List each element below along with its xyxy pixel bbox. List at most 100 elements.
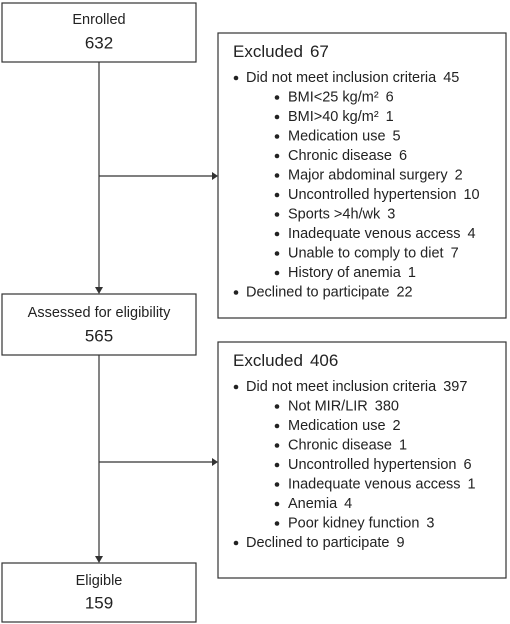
excluded-header-label: Excluded — [233, 42, 303, 61]
sub-criterion-label: Sports >4h/wk — [288, 206, 381, 222]
sub-criterion-count: 4 — [468, 226, 476, 242]
sub-criterion: Sports >4h/wk 3 — [288, 206, 395, 222]
excluded-header: Excluded 406 — [233, 351, 338, 370]
sub-criterion-count: 7 — [451, 245, 459, 261]
sub-criterion-label: History of anemia — [288, 265, 402, 281]
bullet — [274, 501, 280, 507]
criterion-label: Declined to participate — [246, 535, 389, 551]
sub-criterion-label: Not MIR/LIR — [288, 398, 368, 414]
criterion-count: 9 — [396, 535, 404, 551]
arrow-head — [212, 458, 218, 466]
sub-criterion-count: 6 — [463, 457, 471, 473]
bullet — [274, 251, 280, 256]
box-label: Eligible — [76, 573, 123, 589]
excluded-header-label: Excluded — [233, 351, 303, 370]
criterion-count: 397 — [443, 379, 467, 395]
excluded-box-2 — [217, 341, 507, 579]
criterion: Did not meet inclusion criteria 397 — [246, 379, 467, 395]
sub-criterion: Uncontrolled hypertension 10 — [288, 187, 480, 203]
criterion-count: 45 — [443, 70, 459, 86]
sub-criterion-label: Chronic disease — [288, 437, 392, 453]
sub-criterion: Uncontrolled hypertension 6 — [288, 457, 472, 473]
sub-criterion-count: 4 — [344, 496, 352, 512]
sub-criterion: Inadequate venous access 1 — [288, 476, 476, 492]
bullet — [233, 290, 239, 295]
box-label: Enrolled — [72, 12, 125, 28]
sub-criterion-label: Medication use — [288, 128, 386, 144]
sub-criterion: Medication use 2 — [288, 418, 401, 434]
bullet — [274, 521, 280, 526]
assessed-box — [1, 293, 197, 356]
sub-criterion-label: Medication use — [288, 418, 386, 434]
sub-criterion: Inadequate venous access 4 — [288, 226, 476, 242]
enrolled-box — [1, 2, 197, 63]
sub-criterion: Anemia 4 — [288, 496, 352, 512]
sub-criterion-count: 10 — [463, 187, 479, 203]
sub-criterion: Not MIR/LIR 380 — [288, 398, 399, 414]
sub-criterion-label: Inadequate venous access — [288, 476, 461, 492]
criterion: Declined to participate 9 — [246, 535, 405, 551]
sub-criterion-count: 3 — [387, 206, 395, 222]
bullet — [233, 384, 239, 390]
bullet — [274, 95, 280, 100]
bullet — [274, 443, 280, 448]
sub-criterion: Unable to comply to diet 7 — [288, 245, 459, 261]
sub-criterion-label: Inadequate venous access — [288, 226, 461, 242]
arrow-head — [95, 556, 103, 563]
bullet — [274, 114, 280, 120]
arrow-head — [95, 287, 103, 294]
criterion-label: Did not meet inclusion criteria — [246, 379, 437, 395]
bullet — [274, 134, 280, 139]
criterion: Did not meet inclusion criteria 45 — [246, 70, 459, 86]
sub-criterion-label: Poor kidney function — [288, 515, 419, 531]
box-count: 565 — [85, 326, 113, 345]
sub-criterion: BMI>40 kg/m² 1 — [288, 109, 394, 125]
bullet — [274, 423, 280, 429]
sub-criterion-count: 1 — [468, 476, 476, 492]
sub-criterion-label: Anemia — [288, 496, 338, 512]
sub-criterion-count: 2 — [455, 167, 463, 183]
sub-criterion-count: 5 — [393, 128, 401, 144]
box-count: 632 — [85, 33, 113, 52]
sub-criterion: Medication use 5 — [288, 128, 401, 144]
criterion: Declined to participate 22 — [246, 284, 413, 300]
sub-criterion-label: Unable to comply to diet — [288, 245, 444, 261]
bullet — [233, 75, 239, 81]
excluded-header-count: 406 — [310, 351, 338, 370]
sub-criterion: Poor kidney function 3 — [288, 515, 434, 531]
sub-criterion-label: Chronic disease — [288, 148, 392, 164]
eligible-box — [1, 562, 197, 623]
bullet — [274, 173, 280, 178]
sub-criterion-count: 6 — [399, 148, 407, 164]
box-label: Assessed for eligibility — [28, 305, 171, 321]
criterion-count: 22 — [396, 284, 412, 300]
box-count: 159 — [85, 593, 113, 612]
excluded-header-count: 67 — [310, 42, 329, 61]
sub-criterion: Major abdominal surgery 2 — [288, 167, 463, 183]
sub-criterion: Chronic disease 6 — [288, 148, 407, 164]
sub-criterion-count: 1 — [408, 265, 416, 281]
sub-criterion-count: 3 — [426, 515, 434, 531]
sub-criterion-label: Major abdominal surgery — [288, 167, 448, 183]
criterion-label: Did not meet inclusion criteria — [246, 70, 437, 86]
sub-criterion: BMI<25 kg/m² 6 — [288, 89, 394, 105]
sub-criterion-count: 380 — [375, 398, 399, 414]
bullet — [274, 212, 280, 217]
sub-criterion-count: 1 — [386, 109, 394, 125]
sub-criterion-count: 2 — [393, 418, 401, 434]
criterion-label: Declined to participate — [246, 284, 389, 300]
sub-criterion-label: BMI>40 kg/m² — [288, 109, 379, 125]
sub-criterion-label: Uncontrolled hypertension — [288, 187, 456, 203]
bullet — [274, 462, 280, 468]
bullet — [274, 270, 280, 276]
bullet — [233, 540, 239, 546]
arrow-head — [212, 172, 218, 180]
sub-criterion-label: Uncontrolled hypertension — [288, 457, 456, 473]
sub-criterion-count: 6 — [386, 89, 394, 105]
bullet — [274, 404, 280, 409]
bullet — [274, 153, 280, 159]
sub-criterion: History of anemia 1 — [288, 265, 416, 281]
bullet — [274, 231, 280, 237]
bullet — [274, 192, 280, 198]
